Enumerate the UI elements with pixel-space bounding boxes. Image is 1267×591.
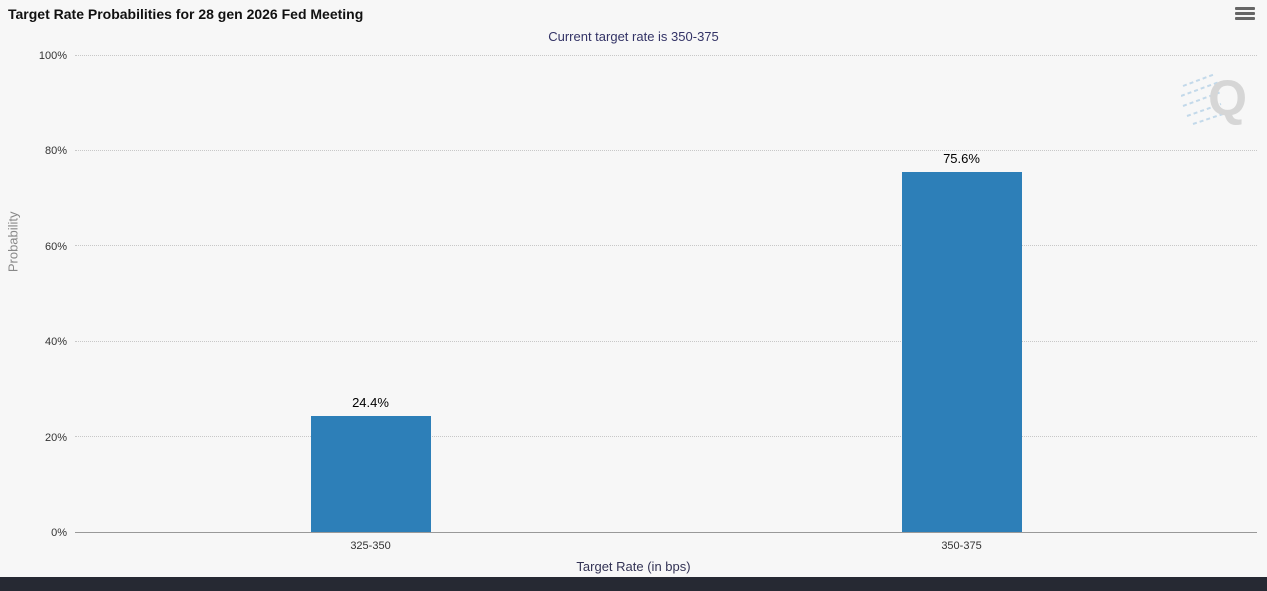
chart-title: Target Rate Probabilities for 28 gen 202… [8,6,364,22]
y-axis-labels: 0% 20% 40% 60% 80% 100% [5,50,67,539]
plot-area: Q 24.4% 75.6% [75,55,1257,533]
gridline [75,435,1257,437]
bar-value-label: 75.6% [943,151,980,167]
x-tick-label: 350-375 [941,540,982,552]
gridline [75,55,1257,56]
y-tick-label: 100% [38,50,67,62]
quikstrike-watermark-icon: Q [1181,68,1251,130]
menu-line [1235,12,1255,15]
y-tick-label: 80% [44,145,67,158]
x-axis-title: Target Rate (in bps) [576,559,691,574]
x-axis-labels: 325-350 350-375 [75,533,1257,555]
x-tick-label: 325-350 [350,540,391,552]
gridline [75,245,1257,247]
menu-line [1235,17,1255,20]
chart-subtitle: Current target rate is 350-375 [548,29,719,44]
bar-value-label: 24.4% [352,394,389,410]
watermark-hatch-lines [1181,73,1224,125]
y-tick-label: 40% [44,336,67,349]
chart-header: Target Rate Probabilities for 28 gen 202… [0,0,1267,28]
watermark-q-letter: Q [1208,70,1247,126]
menu-line [1235,7,1255,10]
gridline [75,150,1257,152]
bar-325-350[interactable] [310,415,431,532]
gridline [75,340,1257,342]
plot-wrap: Probability 0% 20% 40% 60% 80% 100% Q 24.4% 75… [6,50,1257,539]
hamburger-menu-icon[interactable] [1235,7,1255,23]
footer-bar [0,577,1267,591]
y-tick-label: 60% [44,240,67,253]
bar-350-375[interactable] [901,172,1022,532]
y-tick-label: 0% [51,527,67,539]
y-tick-label: 20% [44,431,67,444]
